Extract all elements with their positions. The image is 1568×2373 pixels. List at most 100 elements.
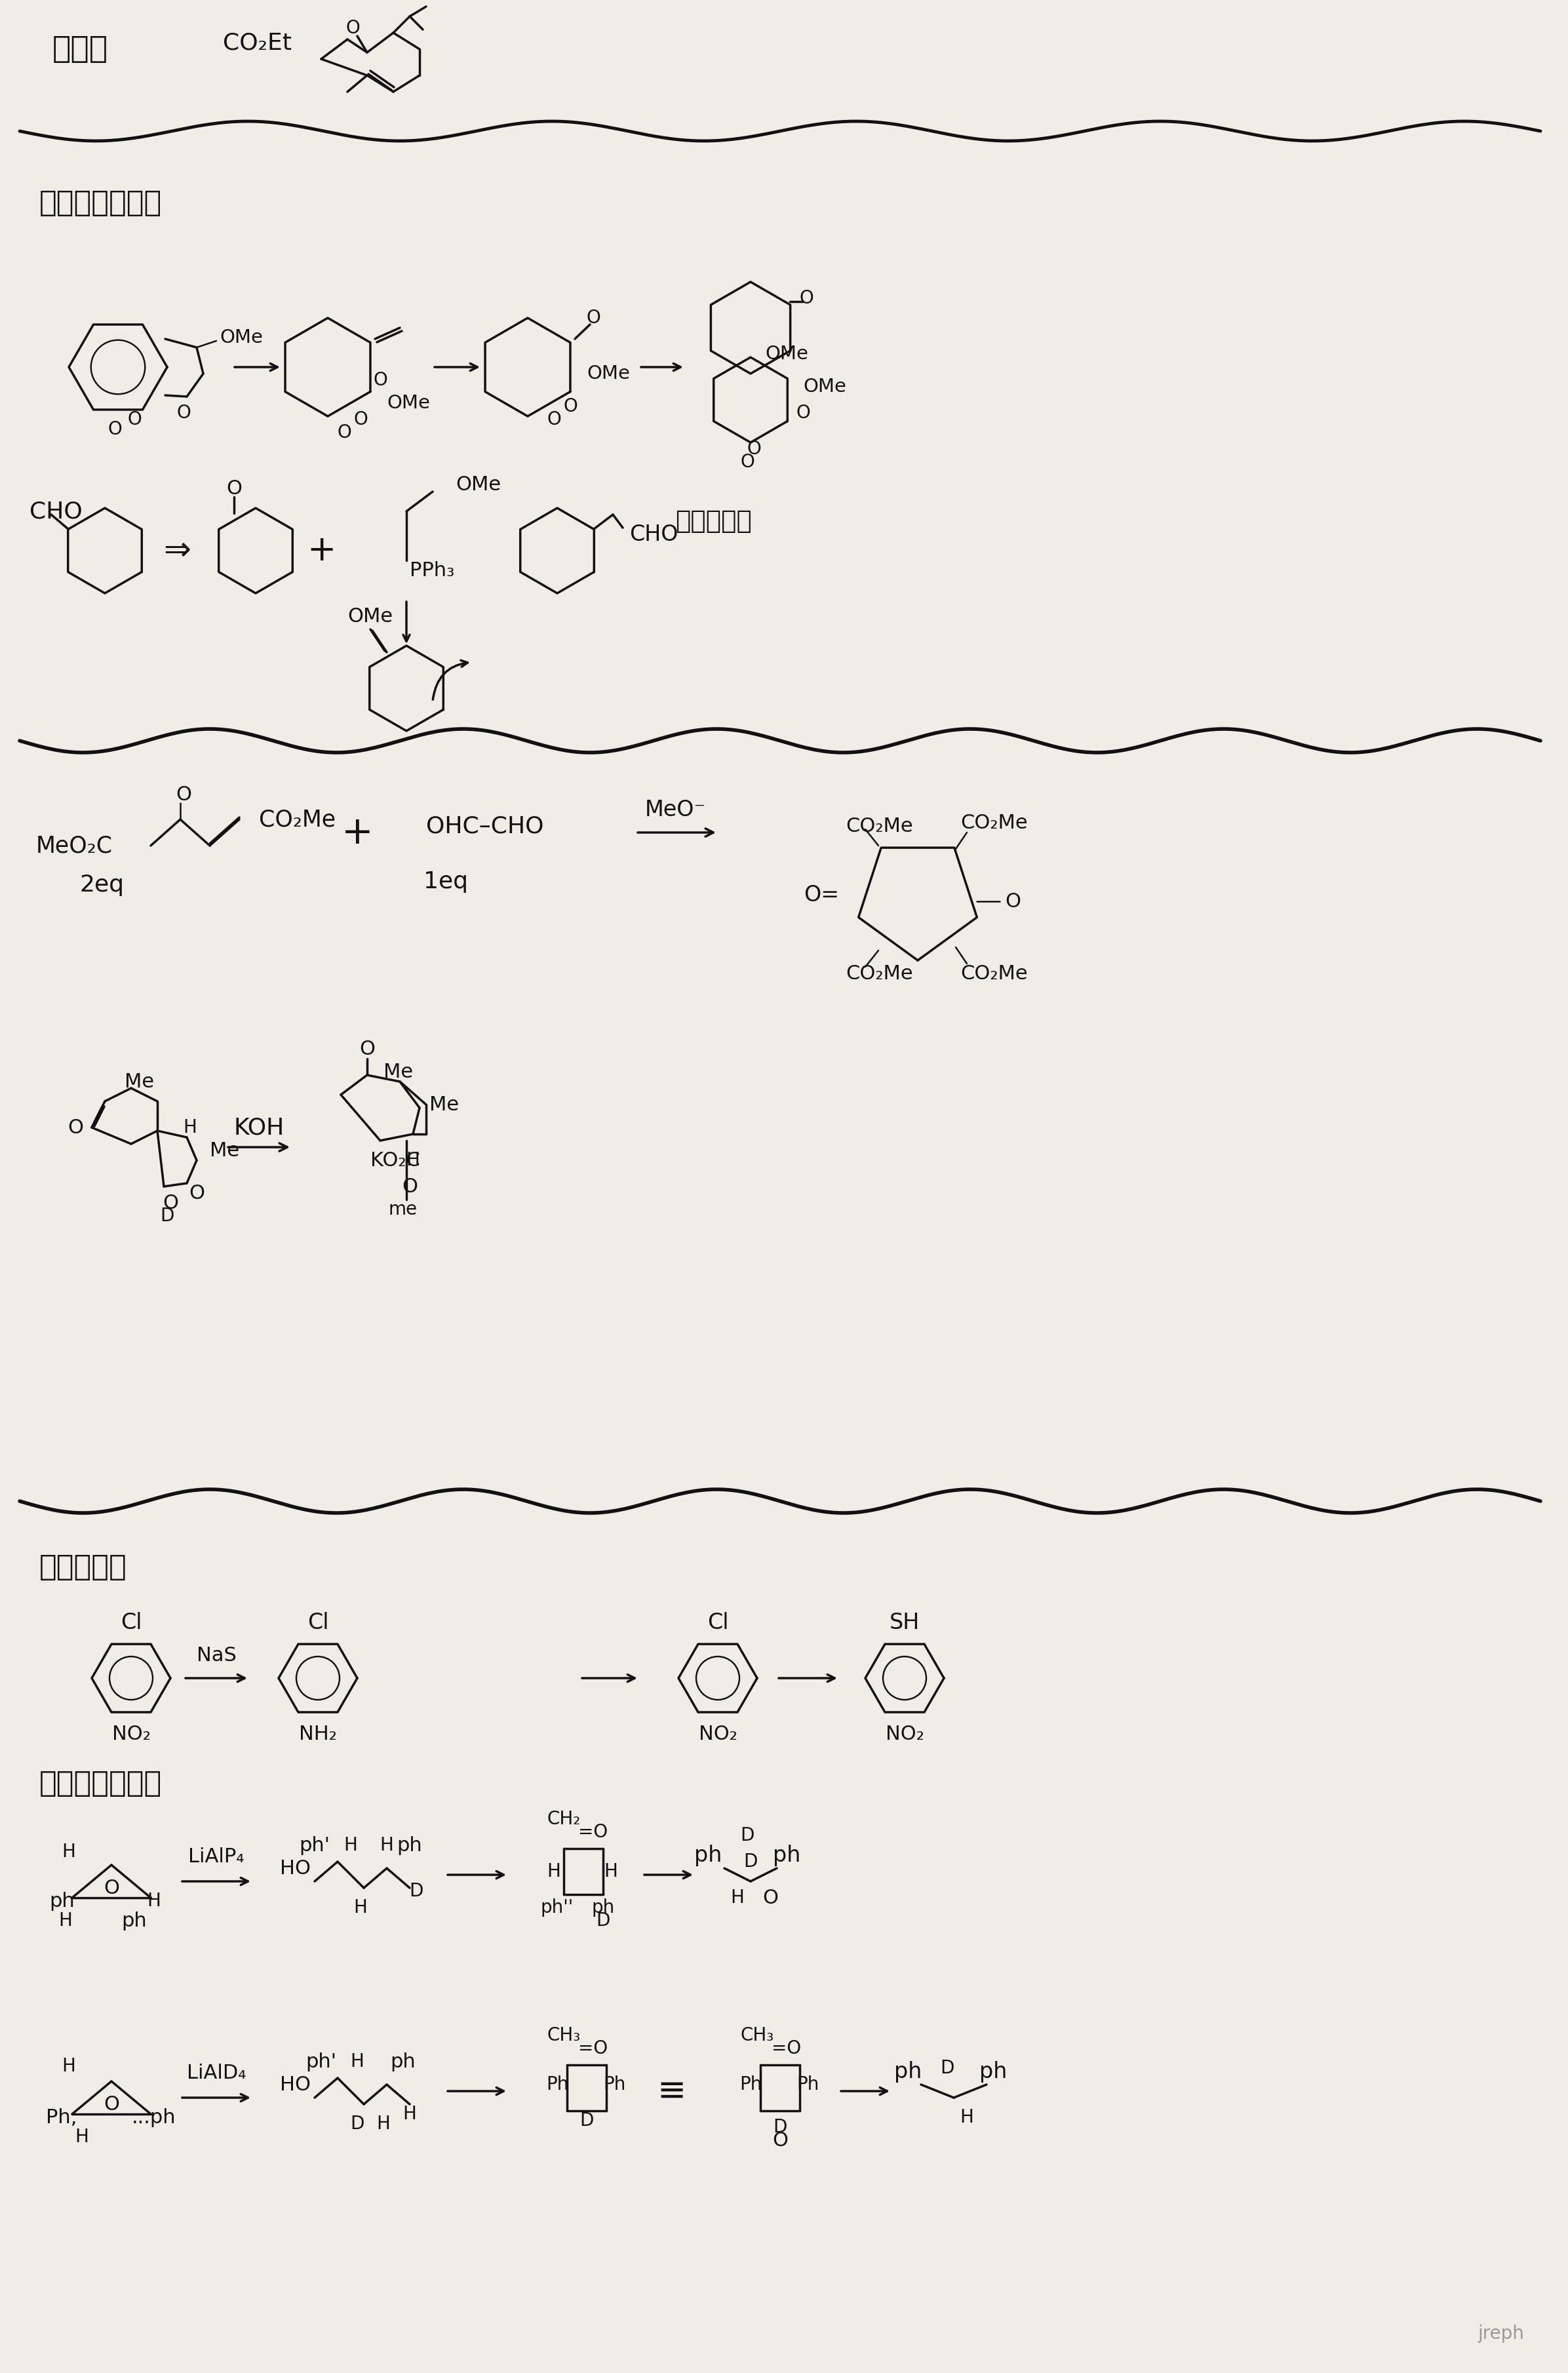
Text: H: H [960, 2107, 974, 2126]
Text: OMe: OMe [387, 394, 430, 413]
Text: =O: =O [579, 1822, 608, 1841]
Text: O: O [563, 396, 577, 415]
Text: LiAlP₄: LiAlP₄ [188, 1846, 245, 1865]
Text: O: O [176, 785, 191, 804]
Text: Ph: Ph [739, 2076, 762, 2093]
Text: O=: O= [803, 885, 839, 906]
Text: MeO⁻: MeO⁻ [644, 800, 706, 821]
Text: H: H [58, 1913, 72, 1929]
Text: OMe: OMe [220, 327, 263, 346]
Text: O: O [177, 403, 191, 422]
Text: Cl: Cl [307, 1611, 329, 1633]
Text: CO₂Me: CO₂Me [845, 816, 913, 835]
Text: O: O [586, 308, 601, 327]
Text: O: O [353, 411, 367, 430]
Text: H: H [147, 1891, 162, 1910]
Text: ph: ph [894, 2060, 922, 2081]
Text: NaS: NaS [196, 1647, 237, 1666]
Text: O: O [771, 2131, 789, 2150]
Text: CO₂Et: CO₂Et [223, 31, 292, 55]
Text: Me: Me [210, 1141, 240, 1160]
Text: CH₃: CH₃ [740, 2027, 775, 2046]
Text: H: H [403, 2105, 417, 2124]
Text: O: O [373, 370, 387, 389]
Text: ph: ph [695, 1844, 721, 1865]
Text: H: H [63, 1844, 75, 1860]
Text: PPh₃: PPh₃ [409, 560, 455, 579]
Text: OMe: OMe [765, 344, 808, 363]
Text: ph'': ph'' [541, 1898, 574, 1917]
Text: O: O [762, 1889, 778, 1908]
Text: Ph: Ph [797, 2076, 818, 2093]
Text: O: O [163, 1194, 179, 1213]
Text: O: O [103, 2095, 119, 2114]
Text: O: O [108, 420, 122, 439]
Text: 烯酮酯的裂解：: 烯酮酯的裂解： [39, 190, 162, 218]
Text: D: D [160, 1208, 174, 1224]
Text: H: H [343, 1837, 358, 1853]
Text: ⇒: ⇒ [163, 534, 191, 567]
Text: NO₂: NO₂ [698, 1725, 737, 1744]
Text: =O: =O [771, 2038, 801, 2057]
Text: CHO: CHO [629, 524, 677, 546]
Text: O: O [127, 411, 141, 430]
Text: O: O [188, 1184, 204, 1203]
Text: O: O [103, 1879, 119, 1898]
Text: OHC–CHO: OHC–CHO [426, 814, 544, 838]
Text: Ph: Ph [604, 2076, 626, 2093]
Text: 合成：: 合成： [52, 36, 108, 64]
Text: D: D [773, 2119, 787, 2136]
Text: Ph,: Ph, [45, 2107, 77, 2126]
Text: O: O [547, 411, 561, 430]
Text: H: H [75, 2129, 89, 2145]
Text: OMe: OMe [456, 475, 500, 494]
Text: ...ph: ...ph [132, 2107, 176, 2126]
Text: ph: ph [773, 1844, 801, 1865]
Text: D: D [740, 1827, 754, 1844]
Text: O: O [67, 1118, 83, 1137]
Text: HO: HO [279, 2074, 310, 2093]
Text: O: O [740, 453, 754, 472]
Text: D: D [743, 1853, 757, 1870]
Text: SH: SH [889, 1611, 920, 1633]
Text: OMe: OMe [803, 377, 847, 396]
Text: D: D [596, 1913, 610, 1929]
Text: ph: ph [397, 1837, 422, 1856]
Text: O: O [226, 479, 241, 498]
Text: H: H [376, 2114, 390, 2133]
Text: me: me [389, 1201, 417, 1220]
Text: O: O [797, 403, 811, 422]
Text: 环己基甲醛: 环己基甲醛 [676, 508, 751, 534]
Text: ph: ph [49, 1891, 75, 1910]
Text: O: O [1005, 892, 1021, 911]
Text: O: O [345, 19, 359, 38]
Text: CH₃: CH₃ [547, 2027, 580, 2046]
Text: Me: Me [124, 1073, 154, 1092]
Text: ph: ph [980, 2060, 1007, 2081]
Text: CO₂Me: CO₂Me [845, 963, 913, 982]
Text: O: O [337, 422, 351, 441]
Text: ph: ph [591, 1898, 615, 1917]
Text: NH₂: NH₂ [299, 1725, 337, 1744]
Text: Me: Me [384, 1063, 412, 1082]
Text: HO: HO [279, 1858, 310, 1877]
Text: +: + [342, 814, 373, 852]
Text: O: O [746, 439, 760, 458]
Text: NO₂: NO₂ [111, 1725, 151, 1744]
Text: +: + [307, 534, 336, 567]
Text: jreph: jreph [1479, 2326, 1524, 2342]
Text: Ph: Ph [546, 2076, 569, 2093]
Text: Me: Me [430, 1094, 459, 1113]
Text: H: H [354, 1898, 367, 1917]
Text: O: O [800, 290, 814, 308]
Text: H: H [63, 2057, 75, 2076]
Text: CH₂: CH₂ [547, 1811, 580, 1827]
Text: LiAlD₄: LiAlD₄ [187, 2062, 246, 2081]
Text: CO₂Me: CO₂Me [960, 814, 1027, 833]
Text: D: D [409, 1882, 423, 1901]
Text: H: H [604, 1863, 618, 1882]
Text: CO₂Me: CO₂Me [960, 963, 1027, 982]
Text: H: H [379, 1837, 394, 1853]
Text: 1eq: 1eq [423, 871, 467, 892]
Text: H: H [350, 2053, 364, 2072]
